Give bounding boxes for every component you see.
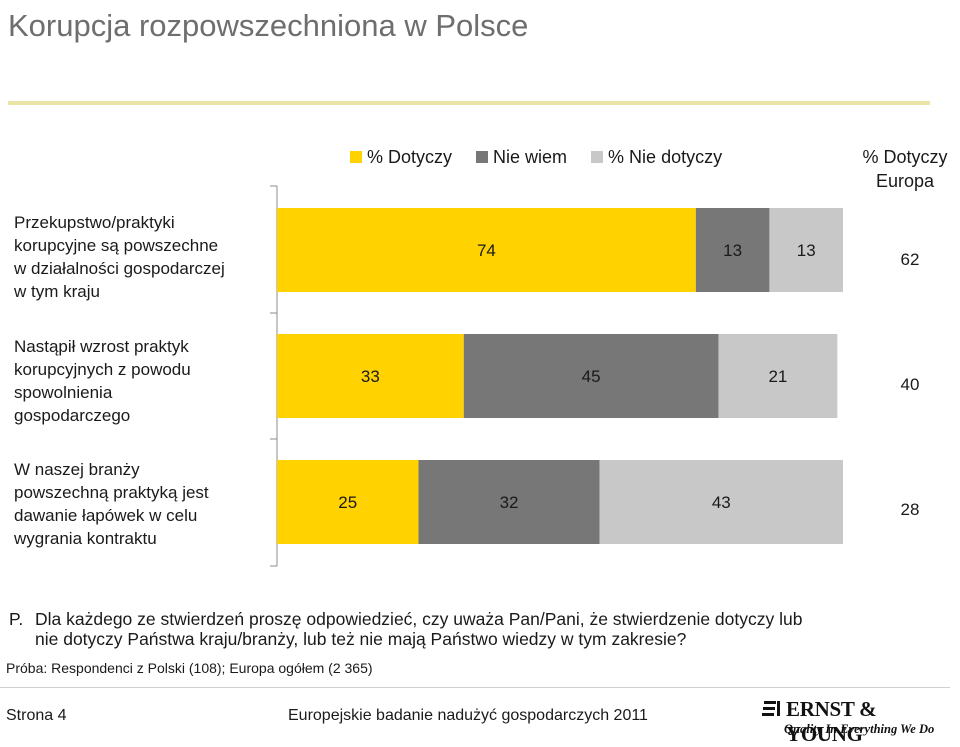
footer-title: Europejskie badanie nadużyć gospodarczyc… [288, 707, 648, 724]
europe-value: 62 [900, 250, 920, 269]
bar-segment [695, 208, 770, 292]
question-prefix: P. [9, 609, 24, 629]
bar-segment [277, 208, 696, 292]
bar-data-label: 33 [361, 367, 380, 386]
row-label-line: korupcyjnych z powodu [14, 360, 191, 379]
row-label-3: W naszej branży powszechną praktyką jest… [14, 458, 269, 550]
europe-header-line2: Europa [875, 171, 935, 191]
legend-label-nie-wiem: Nie wiem [493, 146, 568, 167]
row-label-line: korupcyjne są powszechne [14, 236, 219, 255]
page-number: Strona 4 [6, 707, 67, 724]
bar-segment [599, 460, 843, 544]
row-label-2: Nastąpił wzrost praktyk korupcyjnych z p… [14, 335, 269, 427]
ernst-young-logo: ERNST & YOUNG Quality In Everything We D… [762, 697, 942, 746]
legend-item-nie-dotyczy: % Nie dotyczy [591, 147, 722, 168]
row-label-line: wygrania kontraktu [14, 529, 157, 548]
legend-swatch-nie-wiem [476, 151, 489, 163]
row-label-line: Nastąpił wzrost praktyk [14, 337, 189, 356]
sample-note: Próba: Respondenci z Polski (108); Europ… [6, 660, 373, 676]
europe-value: 40 [900, 375, 920, 394]
bar-segment [277, 460, 419, 544]
europe-header-line1: % Dotyczy [862, 147, 948, 167]
bar-segment [277, 334, 464, 418]
bar-data-label: 21 [768, 367, 787, 386]
row-label-line: w działalności gospodarczej [14, 259, 225, 278]
stacked-bar-chart: 74 13 13 33 45 21 25 32 43 [270, 185, 843, 567]
question-line2: nie dotyczy Państwa kraju/branży, lub te… [35, 629, 687, 649]
bar-data-label: 32 [500, 493, 519, 512]
legend-label-dotyczy: % Dotyczy [367, 146, 453, 167]
row-label-line: W naszej branży [14, 460, 140, 479]
bar-segment [718, 334, 838, 418]
row-label-line: Przekupstwo/praktyki [14, 213, 175, 232]
legend-label-nie-dotyczy: % Nie dotyczy [608, 146, 723, 167]
chart-legend: % Dotyczy Nie wiem % Nie dotyczy [350, 146, 746, 168]
legend-swatch-nie-dotyczy [591, 151, 604, 163]
europe-value: 28 [900, 500, 920, 519]
row-label-1: Przekupstwo/praktyki korupcyjne są powsz… [14, 211, 269, 303]
legend-item-dotyczy: % Dotyczy [350, 147, 452, 168]
row-label-line: powszechną praktyką jest [14, 483, 209, 502]
survey-question: P. Dla każdego ze stwierdzeń proszę odpow… [9, 609, 949, 649]
title-divider [8, 101, 930, 105]
ey-logo-icon [762, 701, 780, 716]
row-label-line: w tym kraju [14, 282, 100, 301]
bar-data-label: 43 [712, 493, 731, 512]
legend-item-nie-wiem: Nie wiem [476, 147, 567, 168]
legend-swatch-dotyczy [350, 151, 362, 163]
footer-divider [0, 687, 950, 688]
europe-column-header: % Dotyczy Europa [850, 145, 960, 193]
bar-data-label: 13 [797, 241, 816, 260]
row-label-line: spowolnienia [14, 383, 113, 402]
bar-data-label: 25 [338, 493, 357, 512]
page-title: Korupcja rozpowszechniona w Polsce [8, 8, 529, 43]
bar-data-label: 74 [477, 241, 496, 260]
row-label-line: gospodarczego [14, 406, 131, 425]
bar-data-label: 45 [582, 367, 601, 386]
bar-data-label: 13 [723, 241, 742, 260]
row-label-line: dawanie łapówek w celu [14, 506, 198, 525]
logo-tagline: Quality In Everything We Do [784, 722, 935, 736]
bar-segment [769, 208, 843, 292]
bar-segment [463, 334, 719, 418]
question-line1: Dla każdego ze stwierdzeń proszę odpowie… [35, 609, 803, 629]
bar-segment [418, 460, 600, 544]
